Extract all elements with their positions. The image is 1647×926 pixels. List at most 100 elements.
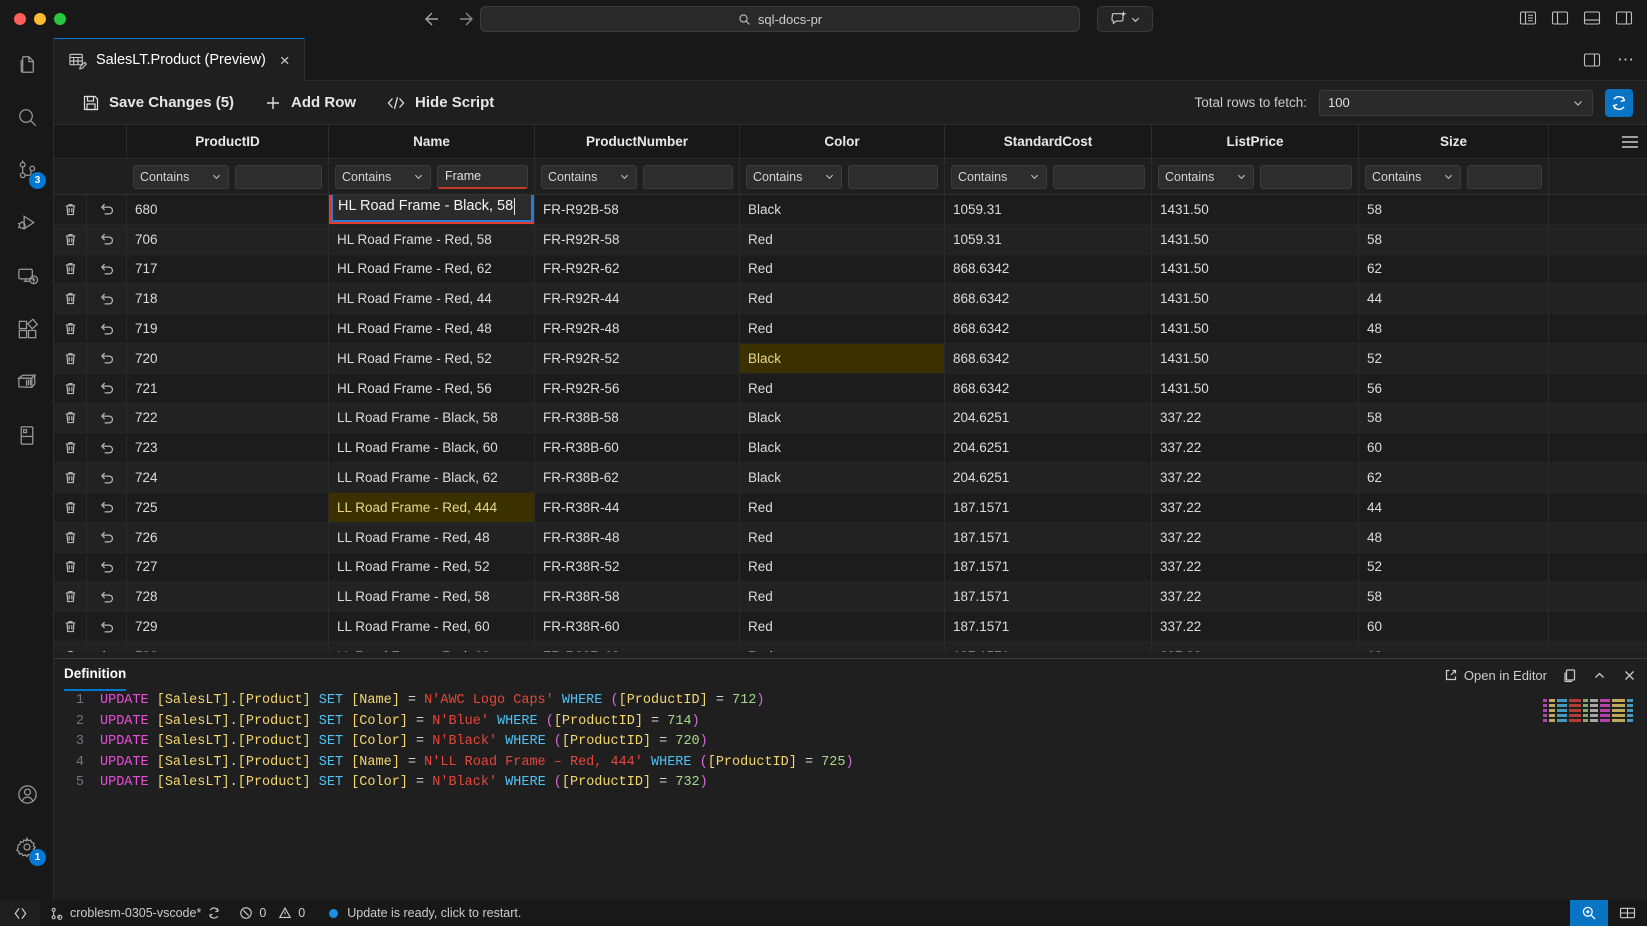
cell-productid[interactable]: 726 — [127, 522, 329, 552]
tab-salesLT-product[interactable]: SalesLT.Product (Preview) × — [54, 38, 305, 81]
delete-row-button[interactable] — [54, 343, 87, 373]
toggle-panel-icon[interactable] — [1583, 9, 1601, 27]
cell-size[interactable]: 62 — [1359, 254, 1549, 284]
column-header-listprice[interactable]: ListPrice — [1152, 125, 1359, 158]
table-row[interactable]: 726 LL Road Frame - Red, 48 FR-R38R-48 Red 1… — [54, 522, 1647, 553]
cell-productnumber[interactable]: FR-R92R-52 — [535, 343, 740, 373]
cell-listprice[interactable]: 1431.50 — [1152, 224, 1359, 254]
status-branch[interactable]: croblesm-0305-vscode* — [40, 900, 230, 926]
cell-size[interactable]: 60 — [1359, 433, 1549, 463]
cell-name[interactable]: LL Road Frame - Red, 62 — [329, 641, 535, 652]
revert-row-button[interactable] — [87, 195, 127, 224]
cell-productnumber[interactable]: FR-R38R-48 — [535, 522, 740, 552]
cell-listprice[interactable]: 1431.50 — [1152, 254, 1359, 284]
revert-row-button[interactable] — [87, 641, 127, 652]
cell-productnumber[interactable]: FR-R92R-58 — [535, 224, 740, 254]
delete-row-button[interactable] — [54, 284, 87, 314]
filter-operator-productnumber[interactable]: Contains — [541, 164, 637, 189]
cell-standardcost[interactable]: 187.1571 — [945, 552, 1152, 582]
cell-name[interactable]: HL Road Frame - Black, 58 — [329, 195, 535, 224]
delete-row-button[interactable] — [54, 641, 87, 652]
sidebar-item-run-debug[interactable] — [0, 197, 54, 250]
sidebar-item-source-control[interactable]: 3 — [0, 144, 54, 197]
cell-productid[interactable]: 721 — [127, 373, 329, 403]
cell-standardcost[interactable]: 868.6342 — [945, 314, 1152, 343]
customize-layout-icon[interactable] — [1615, 9, 1633, 27]
cell-listprice[interactable]: 337.22 — [1152, 433, 1359, 463]
save-changes-button[interactable]: Save Changes (5) — [82, 94, 234, 112]
cell-productid[interactable]: 706 — [127, 224, 329, 254]
forward-arrow-icon[interactable] — [458, 9, 478, 29]
cell-productnumber[interactable]: FR-R38B-58 — [535, 403, 740, 433]
cell-color[interactable]: Red — [740, 284, 945, 314]
table-row[interactable]: 718 HL Road Frame - Red, 44 FR-R92R-44 Red 8… — [54, 284, 1647, 315]
toggle-secondary-sidebar-icon[interactable] — [1551, 9, 1569, 27]
cell-listprice[interactable]: 1431.50 — [1152, 195, 1359, 224]
cell-name[interactable]: HL Road Frame - Red, 58 — [329, 224, 535, 254]
sidebar-item-database-projects[interactable] — [0, 356, 54, 409]
cell-standardcost[interactable]: 1059.31 — [945, 195, 1152, 224]
cell-standardcost[interactable]: 1059.31 — [945, 224, 1152, 254]
cell-name[interactable]: HL Road Frame - Red, 48 — [329, 314, 535, 343]
cell-size[interactable]: 58 — [1359, 195, 1549, 224]
cell-color[interactable]: Red — [740, 552, 945, 582]
remote-indicator-button[interactable] — [0, 900, 40, 926]
cell-name[interactable]: LL Road Frame - Black, 62 — [329, 463, 535, 492]
copy-icon[interactable] — [1562, 668, 1577, 683]
filter-operator-name[interactable]: Contains — [335, 164, 431, 189]
filter-input-listprice[interactable] — [1260, 164, 1352, 189]
cell-size[interactable]: 48 — [1359, 314, 1549, 343]
cell-color[interactable]: Red — [740, 641, 945, 652]
cell-productid[interactable]: 680 — [127, 195, 329, 224]
delete-row-button[interactable] — [54, 612, 87, 641]
split-editor-icon[interactable] — [1583, 51, 1601, 69]
cell-size[interactable]: 58 — [1359, 224, 1549, 254]
table-row[interactable]: 727 LL Road Frame - Red, 52 FR-R38R-52 Red 1… — [54, 552, 1647, 583]
cell-name[interactable]: HL Road Frame - Red, 52 — [329, 343, 535, 373]
more-actions-icon[interactable]: ⋯ — [1617, 50, 1635, 69]
filter-operator-size[interactable]: Contains — [1365, 164, 1461, 189]
table-row[interactable]: 721 HL Road Frame - Red, 56 FR-R92R-56 Red 8… — [54, 373, 1647, 404]
status-problems[interactable]: 0 0 — [230, 900, 314, 926]
cell-color[interactable]: Red — [740, 373, 945, 403]
cell-size[interactable]: 60 — [1359, 612, 1549, 641]
cell-name[interactable]: HL Road Frame - Red, 62 — [329, 254, 535, 284]
cell-size[interactable]: 58 — [1359, 582, 1549, 612]
delete-row-button[interactable] — [54, 195, 87, 224]
cell-standardcost[interactable]: 204.6251 — [945, 463, 1152, 492]
cell-listprice[interactable]: 337.22 — [1152, 641, 1359, 652]
revert-row-button[interactable] — [87, 522, 127, 552]
cell-listprice[interactable]: 337.22 — [1152, 492, 1359, 522]
status-update[interactable]: Update is ready, click to restart. — [320, 900, 530, 926]
revert-row-button[interactable] — [87, 582, 127, 612]
cell-name[interactable]: HL Road Frame - Red, 56 — [329, 373, 535, 403]
cell-name[interactable]: LL Road Frame - Red, 58 — [329, 582, 535, 612]
filter-operator-listprice[interactable]: Contains — [1158, 164, 1254, 189]
table-row[interactable]: 724 LL Road Frame - Black, 62 FR-R38B-62 Bl… — [54, 463, 1647, 493]
table-row[interactable]: 723 LL Road Frame - Black, 60 FR-R38B-60 Bl… — [54, 433, 1647, 464]
column-header-productnumber[interactable]: ProductNumber — [535, 125, 740, 158]
column-header-size[interactable]: Size — [1359, 125, 1549, 158]
cell-listprice[interactable]: 337.22 — [1152, 522, 1359, 552]
tab-close-button[interactable]: × — [279, 50, 290, 70]
cell-color[interactable]: Red — [740, 582, 945, 612]
filter-input-productnumber[interactable] — [643, 164, 733, 189]
sidebar-item-settings[interactable]: 1 — [0, 821, 54, 874]
revert-row-button[interactable] — [87, 403, 127, 433]
table-row[interactable]: 719 HL Road Frame - Red, 48 FR-R92R-48 Red 8… — [54, 314, 1647, 344]
cell-productid[interactable]: 725 — [127, 492, 329, 522]
table-row[interactable]: 706 HL Road Frame - Red, 58 FR-R92R-58 Red 1… — [54, 224, 1647, 255]
cell-color[interactable]: Red — [740, 224, 945, 254]
cell-name[interactable]: LL Road Frame - Black, 58 — [329, 403, 535, 433]
cell-standardcost[interactable]: 868.6342 — [945, 284, 1152, 314]
cell-name[interactable]: HL Road Frame - Red, 44 — [329, 284, 535, 314]
cell-productid[interactable]: 718 — [127, 284, 329, 314]
cell-standardcost[interactable]: 187.1571 — [945, 641, 1152, 652]
table-row[interactable]: 722 LL Road Frame - Black, 58 FR-R38B-58 Bl… — [54, 403, 1647, 434]
cell-productnumber[interactable]: FR-R38R-52 — [535, 552, 740, 582]
table-row[interactable]: 717 HL Road Frame - Red, 62 FR-R92R-62 Red 8… — [54, 254, 1647, 285]
delete-row-button[interactable] — [54, 522, 87, 552]
table-row[interactable]: 720 HL Road Frame - Red, 52 FR-R92R-52 Blac… — [54, 343, 1647, 374]
cell-productid[interactable]: 724 — [127, 463, 329, 492]
cell-size[interactable]: 44 — [1359, 284, 1549, 314]
